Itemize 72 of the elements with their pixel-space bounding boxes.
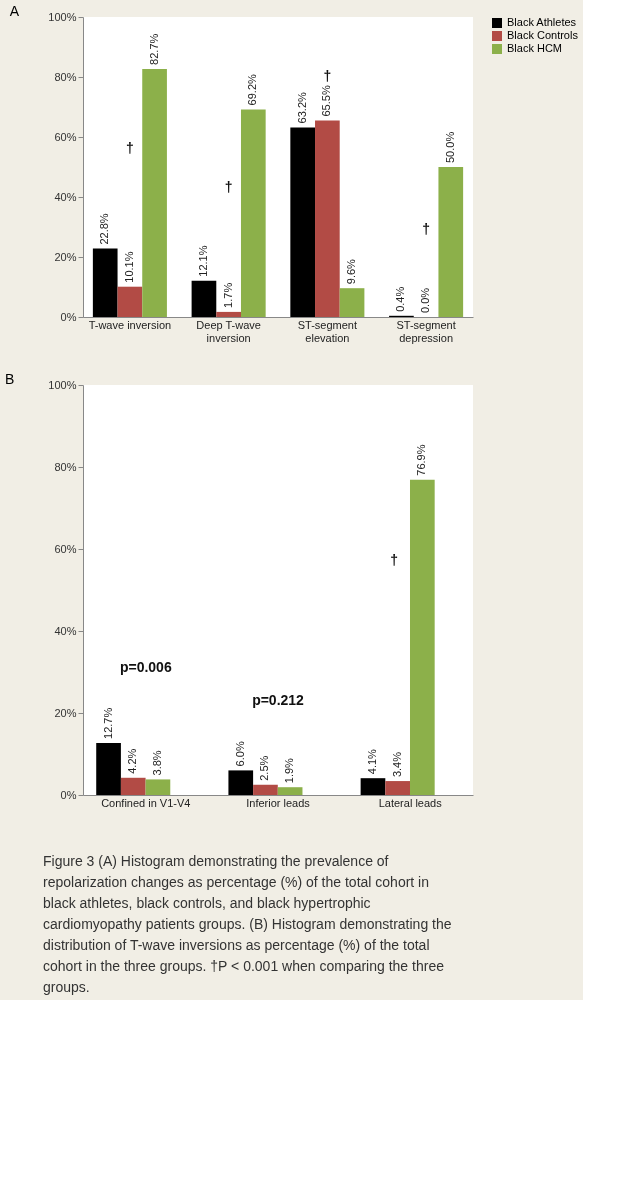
data-label: 1.7% xyxy=(221,282,234,308)
bar xyxy=(145,779,171,795)
annotation: † xyxy=(390,552,399,569)
data-label: 2.5% xyxy=(258,755,271,781)
legend-label: Black HCM xyxy=(507,42,563,54)
bar xyxy=(191,280,217,317)
y-tick-label: 40% xyxy=(54,190,77,203)
legend-label: Black Athletes xyxy=(507,16,577,28)
x-tick-label: Confined in V1-V4 xyxy=(101,796,191,809)
caption: Figure 3 (A) Histogram demonstrating the prevalence of repolarization changes as percentage (%) of the total cohort in black athletes, black controls, and black hypertrophic cardiomyopathy patients groups. (B) Histogram demonstrating the distribution of T-wave inversions as percentage (%) of the total cohort in the three groups. †P < 0.001 when comparing the three groups. xyxy=(43,853,452,995)
y-tick-label: 0% xyxy=(60,310,77,323)
annotation: † xyxy=(422,221,430,237)
data-label: 3.4% xyxy=(390,751,403,778)
y-tick-label: 60% xyxy=(54,130,77,143)
y-tick-label: 20% xyxy=(54,250,77,263)
y-tick-label: 60% xyxy=(54,542,77,555)
bar xyxy=(339,288,365,317)
annotation: † xyxy=(323,68,332,84)
y-tick-label: 80% xyxy=(54,460,77,473)
data-label: 69.2% xyxy=(246,73,259,106)
data-label: 4.1% xyxy=(365,748,378,775)
legend-label: Black Controls xyxy=(507,29,579,41)
x-tick-label: ST-segment depression xyxy=(396,318,456,344)
bar xyxy=(253,784,278,795)
bar xyxy=(228,770,254,795)
y-tick-label: 100% xyxy=(48,378,77,391)
chart-title: A xyxy=(9,3,20,19)
bar xyxy=(120,777,146,795)
data-label: 1.9% xyxy=(283,757,296,784)
x-tick-label: ST-segment elevation xyxy=(297,318,358,344)
chart-title: B xyxy=(5,371,15,387)
data-label: 12.7% xyxy=(101,707,114,739)
bar xyxy=(216,311,241,317)
bar xyxy=(142,68,167,317)
bar xyxy=(290,127,316,317)
bar xyxy=(92,248,118,317)
data-label: 76.9% xyxy=(415,444,428,476)
x-tick-label: Deep T-wave inversion xyxy=(196,318,261,344)
data-label: 22.8% xyxy=(98,213,111,245)
bar xyxy=(240,109,266,317)
x-tick-label: T-wave inversion xyxy=(88,318,172,331)
bar xyxy=(277,787,303,795)
data-label: 9.6% xyxy=(345,258,358,285)
data-label: 3.8% xyxy=(150,750,163,776)
x-tick-label: Inferior leads xyxy=(246,796,311,809)
data-label: 82.7% xyxy=(147,33,160,65)
bar xyxy=(96,742,121,795)
bar xyxy=(385,781,410,795)
bar xyxy=(438,167,464,317)
bar xyxy=(117,286,143,317)
data-label: 63.2% xyxy=(295,91,308,124)
data-label: 12.1% xyxy=(196,245,209,277)
y-tick-label: 80% xyxy=(54,70,77,83)
data-label: 65.5% xyxy=(320,85,333,117)
data-label: 4.2% xyxy=(126,748,139,774)
data-label: 10.1% xyxy=(122,251,135,283)
data-label: 0.0% xyxy=(419,287,432,313)
y-tick-label: 100% xyxy=(48,10,77,23)
data-label: 0.4% xyxy=(394,286,407,312)
annotation: † xyxy=(126,140,134,156)
y-tick-label: 40% xyxy=(54,624,77,637)
annotation: p=0.212 xyxy=(252,691,305,708)
annotation: p=0.006 xyxy=(119,658,172,675)
y-tick-label: 20% xyxy=(54,706,77,719)
x-tick-label: Lateral leads xyxy=(378,796,443,809)
y-tick-label: 0% xyxy=(60,788,77,801)
bar xyxy=(360,778,386,795)
bar xyxy=(409,479,435,795)
bar xyxy=(315,120,340,317)
data-label: 6.0% xyxy=(233,741,246,767)
annotation: † xyxy=(224,179,233,195)
data-label: 50.0% xyxy=(443,131,456,163)
